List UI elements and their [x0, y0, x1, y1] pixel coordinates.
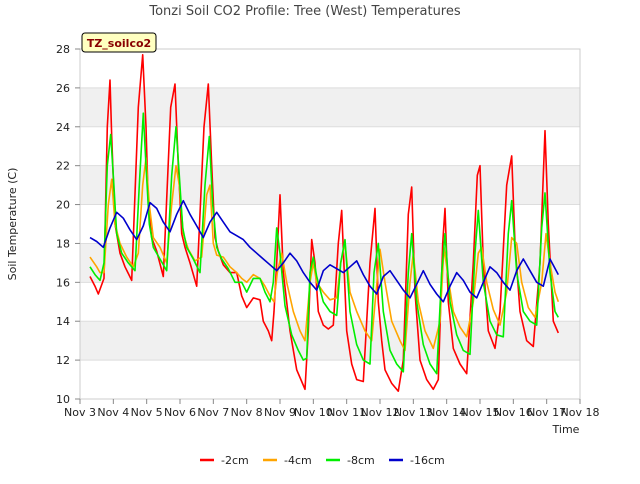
y-tick-label: 20: [56, 199, 70, 212]
x-tick-label: Nov 18: [561, 406, 600, 419]
y-tick-label: 16: [56, 276, 70, 289]
x-tick-label: Nov 3: [64, 406, 96, 419]
x-tick-label: Nov 8: [231, 406, 263, 419]
legend-label: -8cm: [347, 454, 375, 467]
y-tick-label: 12: [56, 354, 70, 367]
x-tick-label: Nov 15: [461, 406, 500, 419]
source-badge: TZ_soilco2: [81, 32, 157, 53]
y-axis-label: Soil Temperature (C): [6, 168, 19, 281]
x-tick-label: Nov 16: [494, 406, 533, 419]
y-tick-label: 10: [56, 393, 70, 406]
source-badge-box: [81, 32, 157, 53]
y-tick-label: 18: [56, 237, 70, 250]
x-tick-label: Nov 11: [327, 406, 366, 419]
x-tick-label: Nov 10: [294, 406, 333, 419]
x-tick-label: Nov 13: [394, 406, 433, 419]
y-tick-label: 14: [56, 315, 70, 328]
x-axis-label: Time: [552, 423, 580, 436]
y-tick-label: 28: [56, 43, 70, 56]
plot-band: [80, 87, 580, 127]
chart-title: Tonzi Soil CO2 Profile: Tree (West) Temp…: [148, 4, 461, 19]
legend-label: -16cm: [410, 454, 445, 467]
x-tick-label: Nov 6: [164, 406, 196, 419]
x-tick-label: Nov 7: [197, 406, 229, 419]
x-tick-label: Nov 4: [97, 406, 129, 419]
series-line-minus-16cm: [89, 199, 560, 303]
y-tick-label: 22: [56, 160, 70, 173]
series-lines: [89, 53, 560, 393]
legend-label: -4cm: [284, 454, 312, 467]
y-tick-label: 26: [56, 82, 70, 95]
series-line-minus-2cm: [89, 53, 560, 393]
plot-band: [80, 165, 580, 205]
y-tick-label: 24: [56, 121, 70, 134]
legend: -2cm -4cm -8cm -16cm: [200, 454, 445, 467]
plot-frame: [79, 48, 581, 400]
y-axis-ticks: 10 12 14 16 18 20 22 24 26 28: [56, 43, 80, 406]
legend-label: -2cm: [221, 454, 249, 467]
x-tick-label: Nov 17: [527, 406, 566, 419]
source-badge-label: TZ_soilco2: [87, 37, 151, 50]
x-tick-label: Nov 12: [361, 406, 400, 419]
series-line-minus-8cm: [89, 112, 559, 375]
x-tick-label: Nov 14: [427, 406, 466, 419]
x-tick-label: Nov 9: [264, 406, 296, 419]
x-tick-label: Nov 5: [131, 406, 163, 419]
series-line-minus-4cm: [89, 157, 560, 352]
